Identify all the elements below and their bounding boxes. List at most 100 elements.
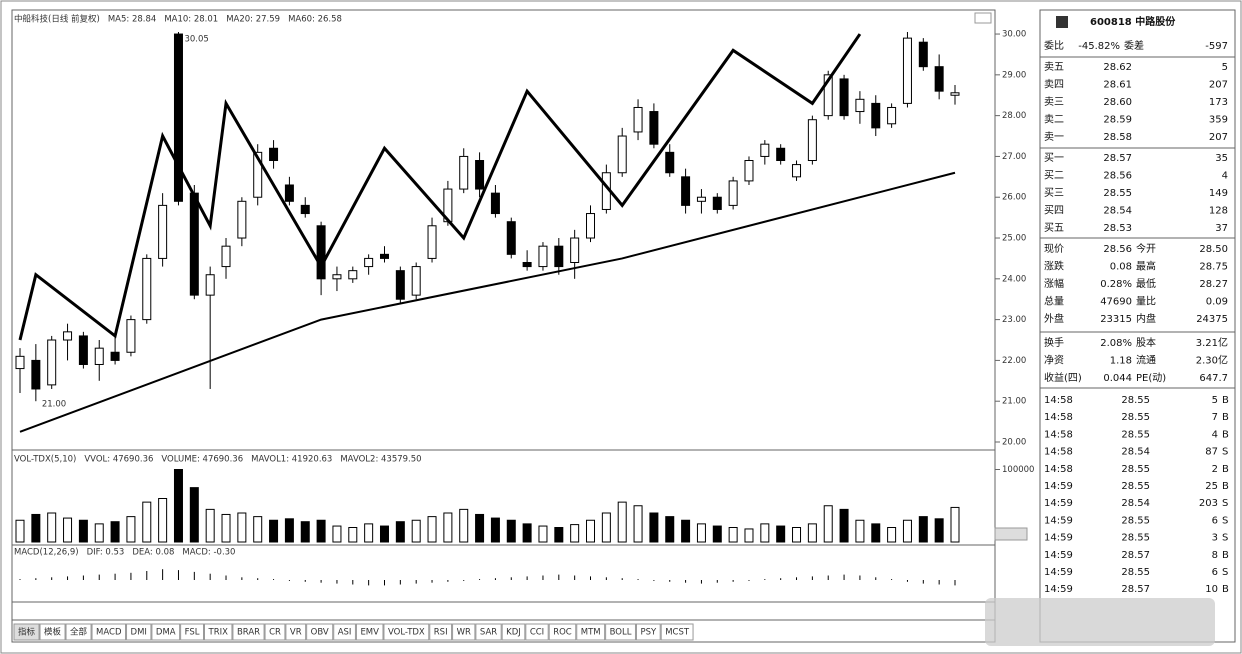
tab-label[interactable]: WR [457, 628, 471, 638]
tab[interactable] [452, 623, 476, 641]
candle-body [855, 98, 865, 113]
candle-body [142, 257, 152, 321]
quote-cell: 28.57 [1103, 153, 1132, 164]
tab[interactable] [285, 623, 307, 641]
candle-body [189, 192, 199, 296]
tab-label[interactable]: TRIX [208, 628, 229, 638]
quote-cell: 28.56 [1103, 244, 1132, 255]
quote-cell: 2 [1212, 464, 1218, 475]
tab[interactable] [333, 623, 356, 641]
panel-header: VVOL: 47690.36 [84, 455, 153, 465]
volume-bar [158, 498, 168, 543]
quote-cell: S [1222, 515, 1228, 526]
panel-header: DEA: 0.08 [132, 548, 174, 558]
tab-label[interactable]: KDJ [506, 628, 521, 638]
candle-body [665, 151, 675, 174]
candle-body [934, 66, 944, 92]
tab-label[interactable]: BOLL [610, 628, 632, 638]
tab-label[interactable]: FSL [185, 628, 200, 638]
quote-cell: 23315 [1100, 314, 1132, 325]
tab-label[interactable]: DMA [156, 628, 176, 638]
tab[interactable] [65, 623, 92, 641]
quote-cell: 14:59 [1044, 498, 1073, 509]
quote-cell: 128 [1209, 206, 1228, 217]
tab-label[interactable]: VOL-TDX [388, 628, 425, 638]
tab[interactable] [525, 623, 549, 641]
low-label: 21.00 [42, 400, 66, 410]
quote-cell: 今开 [1136, 242, 1156, 255]
tab-label[interactable]: OBV [311, 628, 329, 638]
candle-body [379, 253, 389, 259]
tab[interactable] [475, 623, 502, 641]
quote-cell: B [1222, 550, 1229, 561]
tab[interactable] [383, 623, 430, 641]
tab-label[interactable]: ASI [338, 628, 352, 638]
tab-label[interactable]: PSY [640, 628, 657, 638]
tab[interactable] [180, 623, 204, 641]
quote-cell: 173 [1209, 97, 1228, 108]
tab-label[interactable]: SAR [480, 628, 497, 638]
quote-cell: 14:59 [1044, 567, 1073, 578]
tab[interactable] [306, 623, 334, 641]
tab-label[interactable]: MTM [581, 628, 601, 638]
quote-cell: 总量 [1044, 295, 1064, 308]
volume-bar [601, 512, 611, 543]
tab-label[interactable]: BRAR [237, 628, 260, 638]
tab[interactable] [355, 623, 384, 641]
tab-label[interactable]: 全部 [70, 627, 88, 638]
tab[interactable] [13, 623, 40, 641]
tab[interactable] [576, 623, 606, 641]
window-icon [974, 12, 992, 24]
candle-body [364, 257, 374, 268]
tab[interactable] [501, 623, 526, 641]
volume-bar [617, 501, 627, 543]
candle-body [284, 184, 294, 202]
tab[interactable] [126, 623, 152, 641]
volume-bar [633, 505, 643, 543]
tab[interactable] [548, 623, 577, 641]
volume-bar [94, 523, 104, 543]
tab-label[interactable]: MCST [665, 628, 690, 638]
tab[interactable] [91, 623, 127, 641]
tab-label[interactable]: DMI [131, 628, 147, 638]
quote-cell: 卖三 [1044, 96, 1064, 108]
tab[interactable] [204, 623, 233, 641]
panel-header: MA60: 26.58 [288, 15, 342, 25]
quote-cell: S [1222, 533, 1228, 544]
high-label: 30.05 [184, 35, 208, 45]
quote-cell: 28.57 [1121, 550, 1150, 561]
tab[interactable] [605, 623, 636, 641]
quote-cell: 28.61 [1103, 80, 1132, 91]
panel-header: MA5: 28.84 [108, 15, 156, 25]
tab-label[interactable]: 指标 [18, 627, 36, 638]
tab-label[interactable]: MACD [96, 628, 122, 638]
volume-bar [744, 528, 754, 543]
volume-bar [681, 519, 691, 543]
tab-label[interactable]: CR [269, 628, 281, 638]
tab-label[interactable]: RSI [434, 628, 448, 638]
tab[interactable] [264, 623, 286, 641]
volume-bar [269, 519, 279, 543]
quote-cell: B [1222, 481, 1229, 492]
candle-body [554, 245, 564, 268]
quote-cell: 359 [1209, 115, 1228, 126]
tab[interactable] [151, 623, 181, 641]
quote-cell: 25 [1205, 481, 1218, 492]
tab[interactable] [660, 623, 694, 641]
tab[interactable] [429, 623, 453, 641]
tab[interactable] [232, 623, 265, 641]
quote-cell: 5 [1222, 62, 1228, 73]
quote-cell: 0.044 [1103, 373, 1132, 384]
volume-bar [379, 525, 389, 543]
tab-label[interactable]: VR [290, 628, 302, 638]
tab[interactable] [635, 623, 661, 641]
tab[interactable] [39, 623, 66, 641]
tab-label[interactable]: CCI [530, 628, 544, 638]
tab-label[interactable]: ROC [553, 628, 572, 638]
tab-label[interactable]: 模板 [44, 627, 62, 638]
stock-title: 600818 中路股份 [1090, 15, 1176, 28]
quote-cell: 28.27 [1199, 279, 1228, 290]
quote-cell: 7 [1212, 412, 1218, 423]
tab-label[interactable]: EMV [360, 628, 379, 638]
